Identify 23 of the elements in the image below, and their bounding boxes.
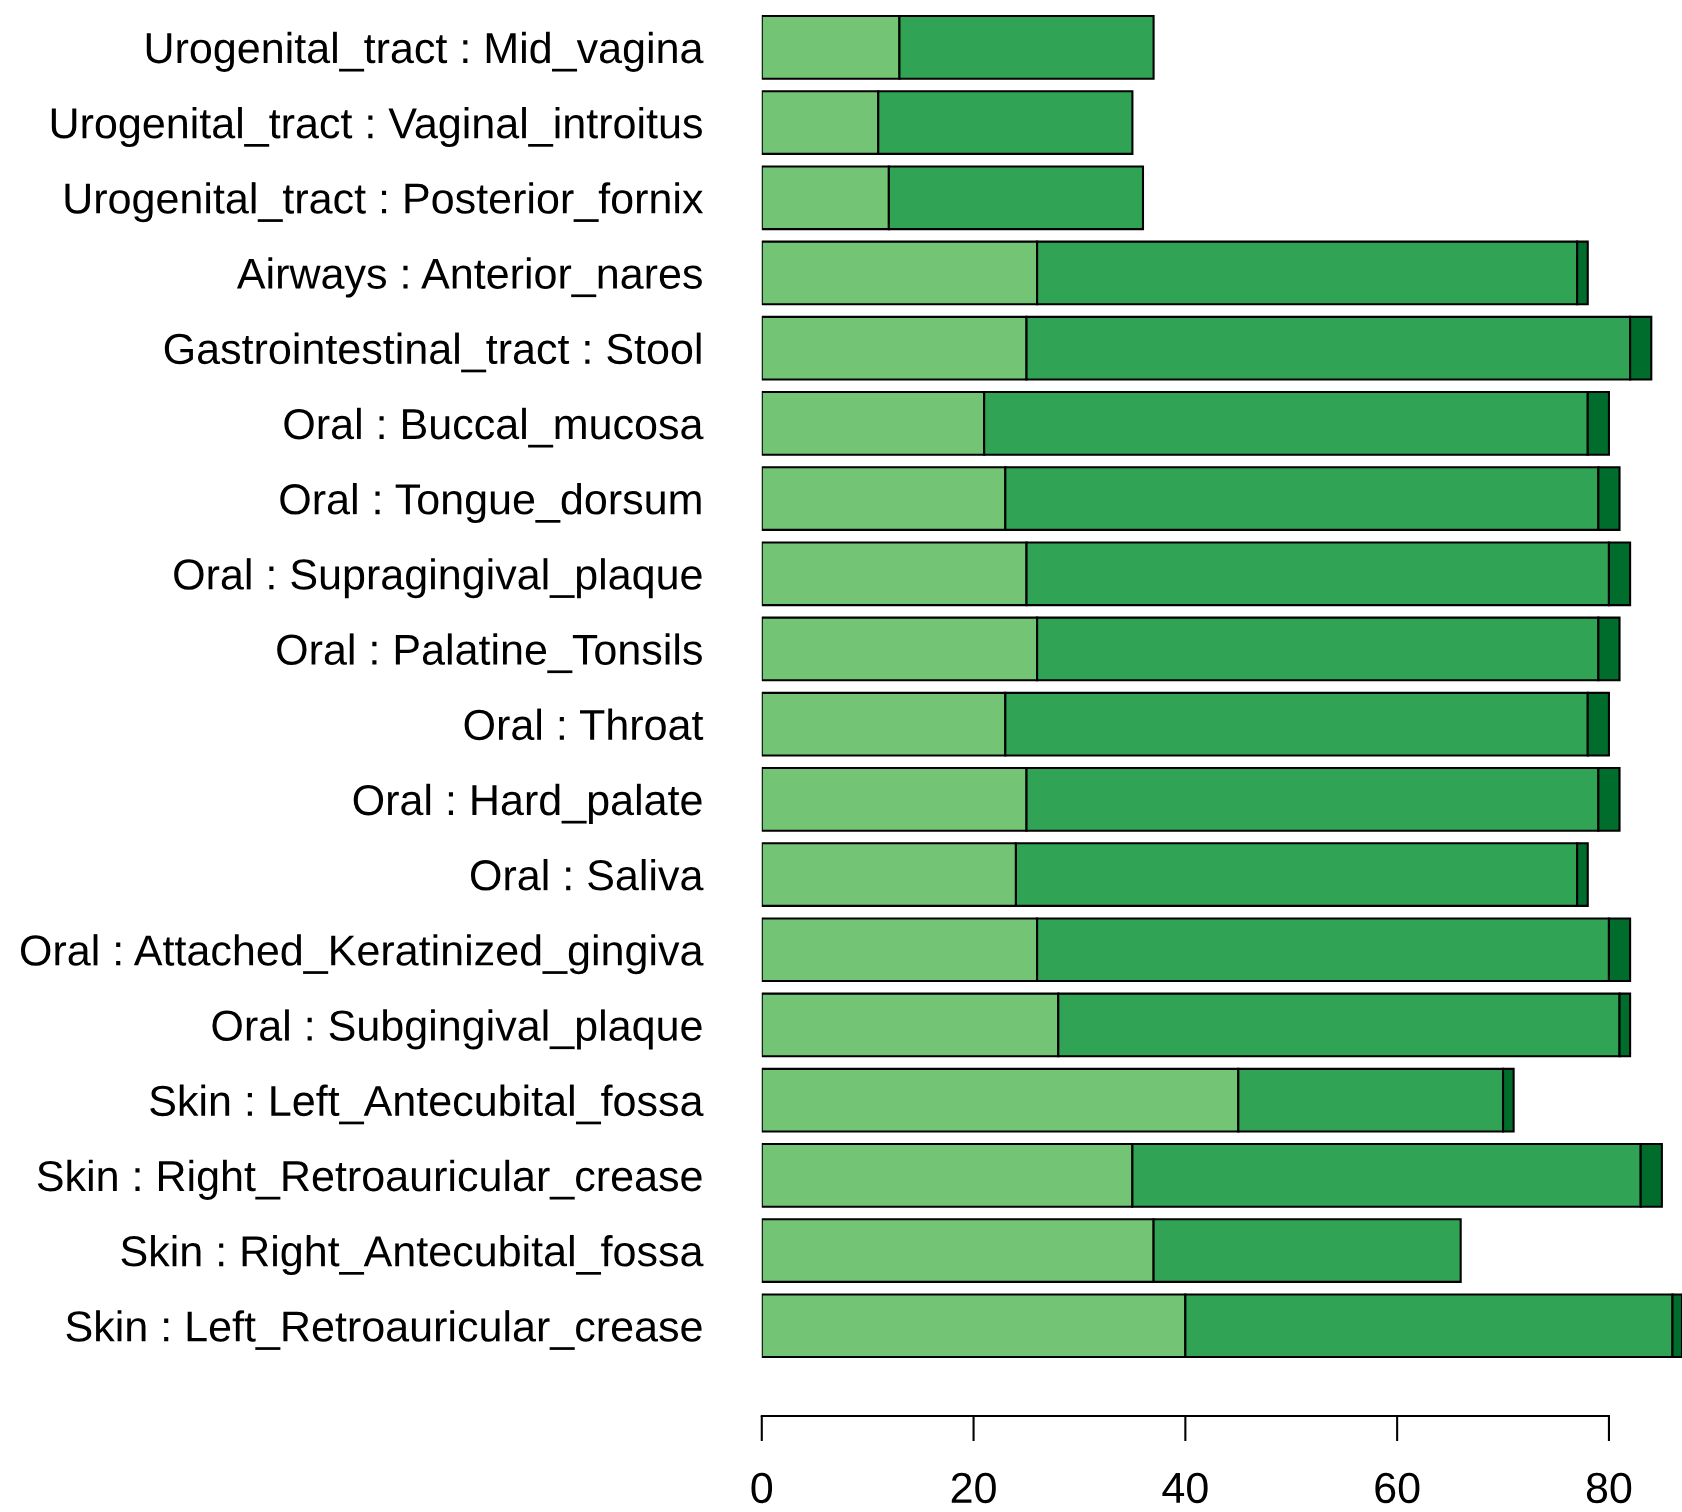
y-tick-label: Urogenital_tract : Vaginal_introitus: [51, 106, 702, 148]
y-tick-label: Gastrointestinal_tract : Stool: [164, 332, 701, 373]
y-tick-label: Oral : Attached_Keratinized_gingiva: [20, 934, 704, 975]
y-tick-label: Skin : Right_Antecubital_fossa: [121, 1234, 704, 1276]
x-tick-label: 0: [751, 1472, 773, 1504]
y-tick-label: Oral : Buccal_mucosa: [284, 407, 704, 448]
y-tick-label: Oral : Throat: [464, 708, 704, 741]
y-tick-label: Oral : Tongue_dorsum: [280, 482, 701, 524]
y-tick-label: Oral : Palatine_Tonsils: [277, 633, 702, 674]
y-tick-label: Urogenital_tract : Mid_vagina: [146, 31, 704, 72]
y-tick-label: Urogenital_tract : Posterior_fornix: [65, 182, 704, 223]
y-tick-label: Skin : Left_Antecubital_fossa: [150, 1084, 704, 1125]
y-tick-label: Skin : Left_Retroauricular_crease: [66, 1310, 702, 1350]
y-tick-label: Skin : Right_Retroauricular_crease: [37, 1159, 702, 1200]
x-tick-label: 60: [1375, 1472, 1420, 1504]
x-tick-label: 40: [1162, 1472, 1208, 1504]
y-tick-label: Oral : Saliva: [471, 858, 704, 891]
y-tick-label: Airways : Anterior_nares: [236, 257, 702, 298]
y-tick-label: Oral : Supragingival_plaque: [174, 558, 702, 599]
x-tick-label: 80: [1586, 1472, 1632, 1504]
y-tick-label: Oral : Subgingival_plaque: [212, 1009, 702, 1050]
y-tick-label: Oral : Hard_palate: [353, 783, 702, 824]
x-tick-label: 20: [951, 1472, 996, 1504]
